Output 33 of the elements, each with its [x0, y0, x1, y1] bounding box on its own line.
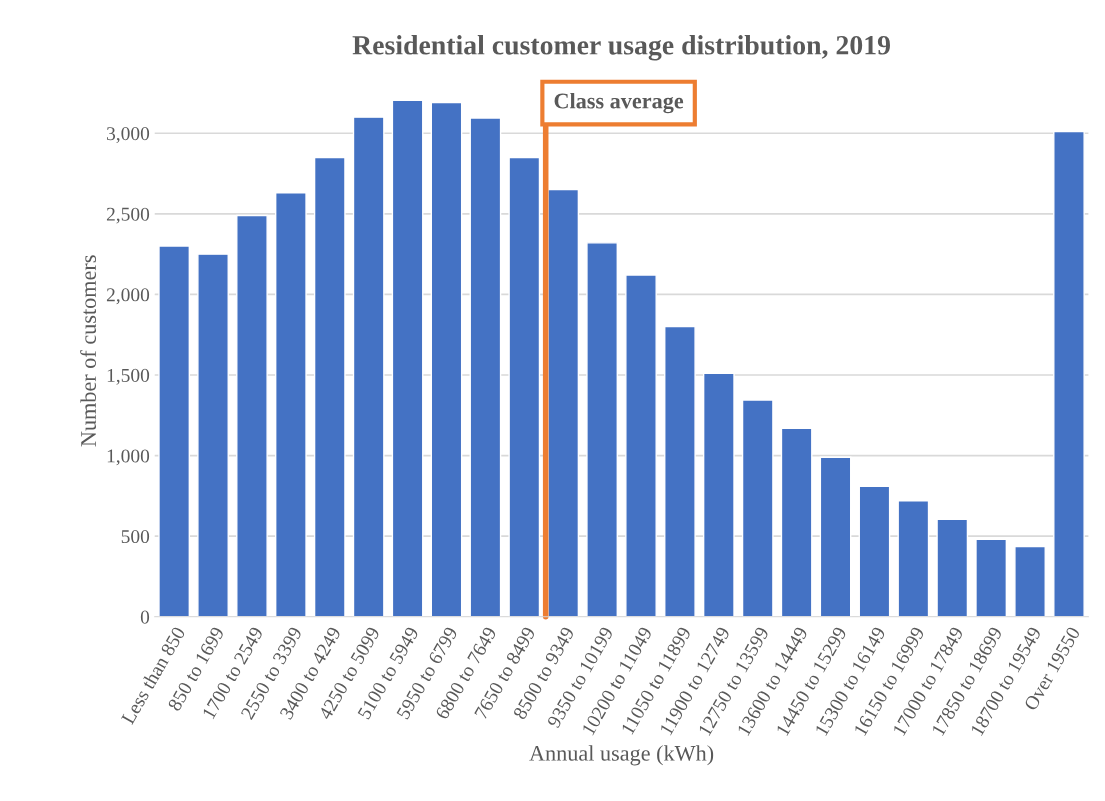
bar [702, 372, 735, 617]
y-tick-label: 2,500 [106, 207, 150, 224]
bar [936, 518, 969, 617]
bar [819, 456, 852, 617]
bar [664, 325, 696, 617]
x-axis-title: Annual usage (kWh) [529, 745, 714, 766]
bar [313, 156, 346, 617]
y-axis-title: Number of customers [80, 255, 97, 447]
bar [1014, 545, 1046, 617]
bar [897, 500, 930, 617]
y-tick-label: 1,000 [107, 449, 150, 466]
bar [352, 116, 385, 617]
y-tick-label: 3,000 [107, 127, 150, 143]
bar [158, 245, 191, 617]
y-tick-label: 500 [121, 530, 150, 544]
bar [586, 242, 618, 617]
bar [197, 253, 229, 617]
bar [1053, 130, 1085, 617]
bar [469, 117, 502, 617]
ref-line-label: Class average [554, 92, 684, 114]
bar [780, 427, 813, 617]
bar [975, 538, 1008, 617]
bar [391, 99, 424, 617]
bar [236, 214, 268, 617]
bar [275, 192, 307, 617]
bar [430, 101, 463, 617]
chart-title: Residential customer usage distribution, 2019 [352, 35, 890, 61]
bar [858, 485, 891, 617]
bar [741, 399, 774, 617]
y-tick-label: 1,500 [107, 368, 150, 385]
y-tick-label: 0 [140, 610, 150, 624]
y-tick-label: 2,000 [106, 288, 150, 305]
bar [625, 274, 657, 617]
